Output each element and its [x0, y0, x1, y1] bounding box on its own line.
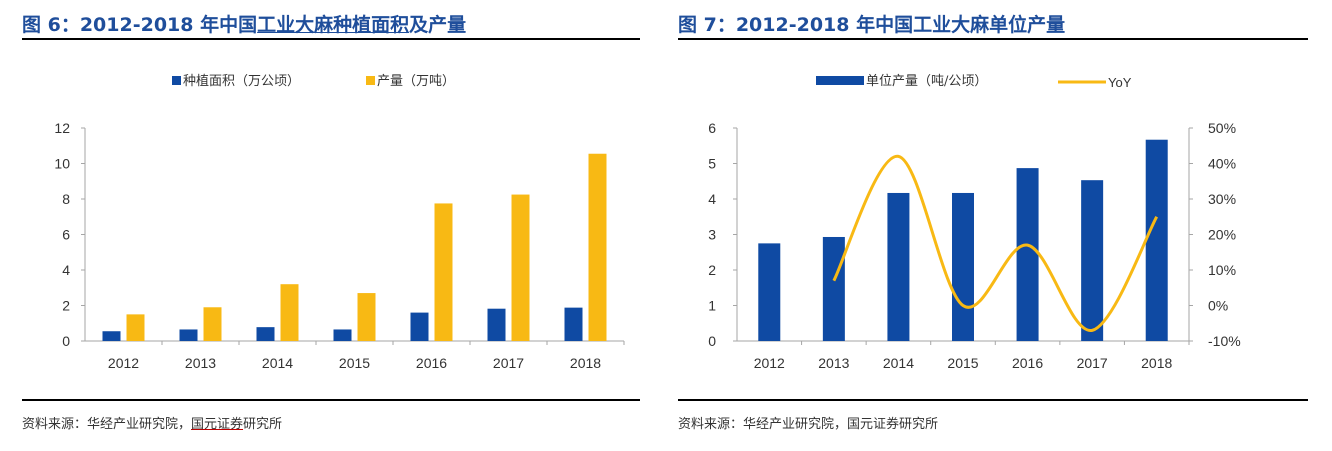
- bar-unit-output: [1016, 168, 1039, 341]
- figure-6-chart: 种植面积（万公顷） 产量（万吨） 0 2 4 6 8 10 12 2012 2013 2014 20…: [54, 74, 625, 371]
- figure-7-source: 资料来源：华经产业研究院，国元证券研究所: [678, 417, 939, 432]
- bar-output: [511, 194, 530, 341]
- figure-7-top-rule: [678, 38, 1308, 40]
- x-tick-label: 2016: [416, 355, 447, 371]
- figure-6-source-prefix: 资料来源：华经产业研究院，: [22, 417, 192, 432]
- figure-7-bottom-rule: [678, 399, 1308, 401]
- legend-yoy-label: YoY: [1108, 75, 1132, 90]
- x-tick-label: 2017: [1077, 355, 1108, 371]
- x-tick-label: 2018: [570, 355, 601, 371]
- figure-6-panel: 图 6：2012-2018 年中国工业大麻种植面积及产量 种植面积（万公顷） 产…: [22, 0, 640, 451]
- right-tick-label: -10%: [1208, 333, 1241, 349]
- y-tick-label: 8: [62, 191, 70, 207]
- right-tick-label: 20%: [1208, 227, 1236, 243]
- x-tick-label: 2017: [493, 355, 524, 371]
- left-tick-label: 5: [708, 156, 716, 172]
- bar-area: [564, 307, 583, 341]
- right-tick-label: 40%: [1208, 156, 1236, 172]
- figure-6-title-prefix: 图 6：2012-2018 年中国: [22, 14, 258, 36]
- y-tick-label: 0: [62, 333, 70, 349]
- bar-unit-output: [822, 236, 845, 341]
- legend-unit-output-label: 单位产量（吨/公顷）: [866, 74, 987, 89]
- left-tick-label: 6: [708, 120, 716, 136]
- bar-output: [588, 153, 607, 341]
- figure-6-title-suffix: 及产量: [409, 14, 467, 36]
- x-tick-label: 2014: [262, 355, 293, 371]
- y-tick-label: 4: [62, 262, 70, 278]
- bar-area: [410, 312, 429, 341]
- bar-output: [280, 284, 299, 341]
- y-tick-label: 6: [62, 227, 70, 243]
- x-tick-label: 2013: [818, 355, 849, 371]
- legend-area-label: 种植面积（万公顷）: [183, 74, 300, 89]
- right-tick-label: 0%: [1208, 298, 1228, 314]
- figure-6-top-rule: [22, 38, 640, 40]
- figure-6-source-suffix: 研究所: [243, 417, 283, 432]
- y-tick-label: 10: [54, 156, 70, 172]
- right-tick-label: 30%: [1208, 191, 1236, 207]
- figure-6-source: 资料来源：华经产业研究院，国元证券研究所: [22, 413, 282, 432]
- bar-output: [434, 203, 453, 341]
- bar-unit-output: [1081, 180, 1104, 341]
- legend-unit-output-swatch: [816, 76, 864, 85]
- x-tick-label: 2014: [883, 355, 914, 371]
- bar-output: [357, 293, 376, 341]
- right-tick-label: 50%: [1208, 120, 1236, 136]
- x-tick-label: 2018: [1141, 355, 1172, 371]
- figure-6-title-underlined: 工业大麻种植面积: [257, 14, 410, 36]
- x-tick-label: 2012: [108, 355, 139, 371]
- legend-output-swatch: [366, 76, 375, 85]
- figure-7-chart: 单位产量（吨/公顷） YoY 0 1 2 3 4 5 6 -10% 0% 10% 20% 30% 40%…: [708, 74, 1241, 371]
- figure-7-panel: 图 7：2012-2018 年中国工业大麻单位产量 单位产量（吨/公顷） YoY…: [678, 0, 1308, 451]
- x-tick-label: 2015: [947, 355, 978, 371]
- yoy-line: [832, 154, 1159, 332]
- right-tick-label: 10%: [1208, 262, 1236, 278]
- left-tick-label: 0: [708, 333, 716, 349]
- bar-area: [333, 329, 352, 341]
- figure-6-title: 图 6：2012-2018 年中国工业大麻种植面积及产量: [22, 10, 466, 37]
- x-tick-label: 2013: [185, 355, 216, 371]
- bar-unit-output: [758, 243, 781, 341]
- left-tick-label: 4: [708, 191, 716, 207]
- x-tick-label: 2016: [1012, 355, 1043, 371]
- figure-6-source-underlined: 国元证券: [191, 417, 244, 432]
- bar-unit-output: [952, 192, 974, 341]
- bar-area: [179, 329, 198, 341]
- bar-area: [102, 331, 121, 341]
- left-tick-label: 1: [708, 298, 716, 314]
- y-tick-label: 12: [54, 120, 70, 136]
- figure-7-title: 图 7：2012-2018 年中国工业大麻单位产量: [678, 14, 1066, 36]
- bar-unit-output: [1145, 139, 1168, 341]
- y-tick-label: 2: [62, 298, 70, 314]
- left-tick-label: 3: [708, 227, 716, 243]
- bar-output: [203, 307, 222, 341]
- bar-area: [256, 327, 275, 341]
- bar-area: [487, 308, 506, 341]
- legend-area-swatch: [172, 76, 181, 85]
- legend-output-label: 产量（万吨）: [377, 74, 455, 89]
- x-tick-label: 2015: [339, 355, 370, 371]
- left-tick-label: 2: [708, 262, 716, 278]
- figure-6-bottom-rule: [22, 399, 640, 401]
- bar-unit-output: [887, 192, 910, 341]
- x-tick-label: 2012: [754, 355, 785, 371]
- bar-output: [126, 314, 145, 341]
